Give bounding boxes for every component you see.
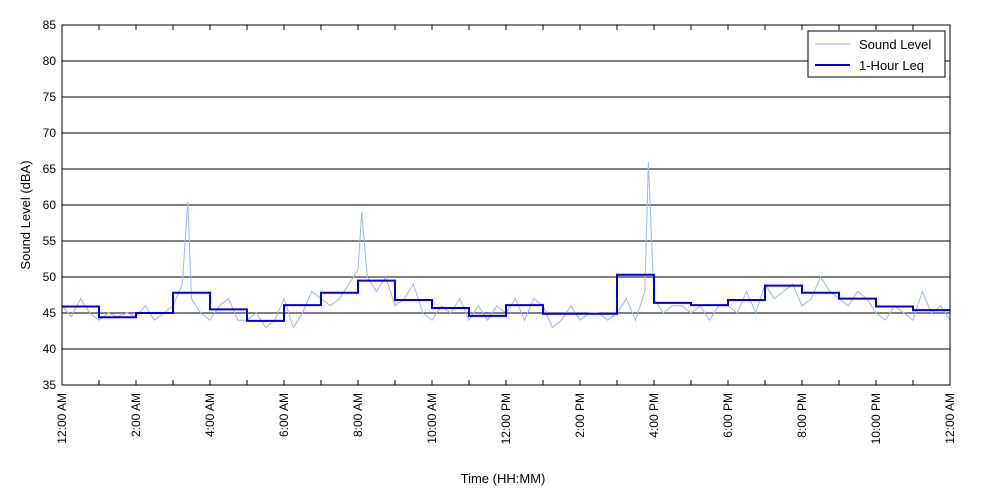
x-tick-label: 4:00 PM <box>647 393 661 438</box>
y-tick-label: 55 <box>43 234 57 248</box>
y-tick-label: 80 <box>43 54 57 68</box>
x-axis-ticks: 12:00 AM 2:00 AM 4:00 AM 6:00 AM 8:00 AM 10:0… <box>55 25 957 444</box>
y-axis-ticks: 35 40 45 50 55 60 65 70 75 80 85 <box>43 18 67 392</box>
legend-label-sound-level: Sound Level <box>859 37 931 52</box>
y-tick-label: 40 <box>43 342 57 356</box>
x-tick-label: 2:00 PM <box>573 393 587 438</box>
x-tick-label: 8:00 PM <box>795 393 809 438</box>
x-tick-label: 12:00 AM <box>55 393 69 444</box>
legend: Sound Level 1-Hour Leq <box>807 30 946 78</box>
y-tick-label: 45 <box>43 306 57 320</box>
y-tick-label: 65 <box>43 162 57 176</box>
y-tick-label: 85 <box>43 18 57 32</box>
legend-label-leq: 1-Hour Leq <box>859 58 924 73</box>
y-tick-label: 75 <box>43 90 57 104</box>
sound-level-line <box>61 161 951 329</box>
x-tick-label: 12:00 AM <box>943 393 957 444</box>
x-tick-label: 6:00 AM <box>277 393 291 437</box>
one-hour-leq-series <box>62 273 950 322</box>
x-tick-label: 4:00 AM <box>203 393 217 437</box>
y-tick-label: 70 <box>43 126 57 140</box>
x-tick-label: 10:00 PM <box>869 393 883 444</box>
y-tick-label: 60 <box>43 198 57 212</box>
x-tick-label: 10:00 AM <box>425 393 439 444</box>
x-axis-label: Time (HH:MM) <box>461 471 546 486</box>
legend-box <box>807 30 946 78</box>
one-hour-leq-line <box>62 273 950 322</box>
y-tick-label: 35 <box>43 378 57 392</box>
sound-level-series <box>61 161 951 329</box>
y-axis-label: Sound Level (dBA) <box>18 160 33 269</box>
x-tick-label: 8:00 AM <box>351 393 365 437</box>
y-tick-label: 50 <box>43 270 57 284</box>
x-tick-label: 2:00 AM <box>129 393 143 437</box>
x-tick-label: 12:00 PM <box>499 393 513 444</box>
x-tick-label: 6:00 PM <box>721 393 735 438</box>
